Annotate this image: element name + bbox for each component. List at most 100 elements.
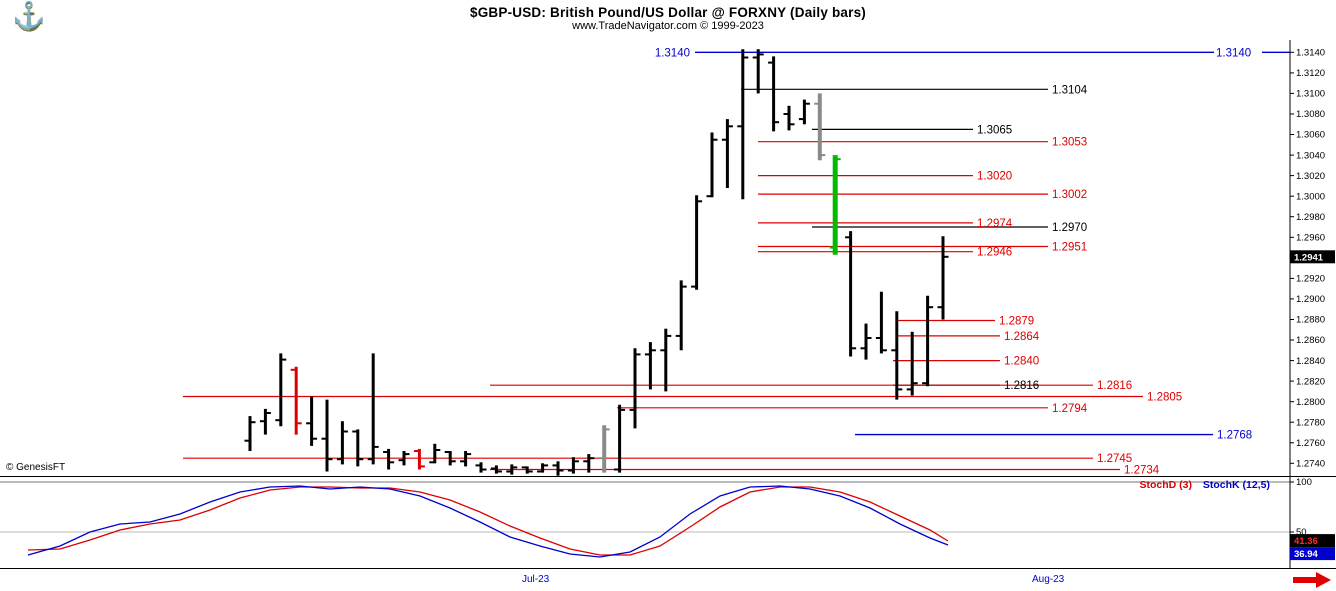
price-axis-label: 1.2800: [1296, 397, 1325, 408]
date-axis: Jul-23 Aug-23: [0, 568, 1336, 590]
level-label: 1.2768: [1217, 430, 1252, 442]
price-axis-label: 1.2960: [1296, 233, 1325, 244]
scroll-right-arrow-icon[interactable]: [1292, 572, 1332, 588]
genesis-anchor-logo-icon: ⚓: [12, 1, 46, 31]
ohlc-bar: [860, 323, 872, 360]
stochastic-panel: StochD (3) StochK (12,5) 100 50 41.36 36.94: [0, 476, 1336, 568]
price-axis-label: 1.3140: [1296, 48, 1325, 59]
ohlc-bar: [490, 465, 502, 474]
price-axis-label: 1.2860: [1296, 335, 1325, 346]
ohlc-bar: [644, 342, 656, 390]
ohlc-bar: [259, 408, 271, 435]
level-label: 1.2805: [1147, 392, 1182, 404]
level-label: 1.2946: [977, 247, 1012, 259]
ohlc-bar: [398, 451, 410, 466]
chart-subtitle: www.TradeNavigator.com © 1999-2023: [572, 20, 764, 32]
ohlc-bar: [290, 366, 302, 435]
price-axis-label: 1.3100: [1296, 89, 1325, 100]
price-axis-label: 1.2780: [1296, 417, 1325, 428]
ohlc-bar: [321, 399, 333, 472]
ohlc-bar: [336, 421, 348, 465]
ohlc-bar: [721, 119, 733, 188]
ohlc-bar: [429, 443, 441, 464]
stoch-axis-label: 50: [1296, 527, 1307, 538]
price-axis-label: 1.3020: [1296, 171, 1325, 182]
ohlc-bar: [475, 462, 487, 473]
ohlc-bar: [706, 132, 718, 198]
ohlc-bar: [352, 429, 364, 467]
ohlc-bar: [752, 49, 764, 94]
price-axis-label: 1.2840: [1296, 356, 1325, 367]
stoch-axis-label: 100: [1296, 477, 1312, 488]
price-axis-label: 1.3000: [1296, 191, 1325, 202]
stoch-line-stochd: [27, 486, 949, 556]
price-axis-label: 1.2760: [1296, 438, 1325, 449]
ohlc-bar: [614, 404, 626, 473]
level-label: 1.2816: [1004, 380, 1039, 392]
ohlc-bar: [521, 466, 533, 474]
ohlc-bar: [583, 454, 595, 473]
stoch-legend-stochk: StochK (12,5): [1203, 479, 1270, 491]
ohlc-bar: [275, 353, 287, 427]
price-chart-canvas[interactable]: 1.3140 1.3140 1.3104 1.3065 1.3053 1.3020 1.30…: [0, 40, 1336, 476]
date-label-jul: Jul-23: [522, 574, 550, 585]
price-axis-label: 1.2920: [1296, 274, 1325, 285]
ohlc-bar: [937, 236, 949, 320]
price-chart-panel: 1.3140 1.3140 1.3104 1.3065 1.3053 1.3020 1.30…: [0, 40, 1336, 476]
price-axis-label: 1.3060: [1296, 130, 1325, 141]
stoch-line-stochk: [27, 485, 949, 558]
level-label: 1.2974: [977, 218, 1013, 230]
ohlc-bar: [537, 463, 549, 473]
ohlc-bar: [567, 457, 579, 474]
ohlc-bar: [552, 461, 564, 476]
ohlc-bar: [737, 49, 749, 200]
ohlc-bar: [814, 93, 826, 161]
last-price-value: 1.2941: [1294, 252, 1324, 263]
stoch-legend-stochd: StochD (3): [1140, 479, 1193, 491]
ohlc-bar: [768, 56, 780, 132]
ohlc-bar: [922, 295, 934, 387]
ohlc-bar: [845, 231, 857, 357]
level-label: 1.3065: [977, 124, 1012, 136]
stoch-value-text: 41.36: [1294, 536, 1318, 547]
chart-title: $GBP-USD: British Pound/US Dollar @ FORX…: [470, 5, 866, 20]
genesisft-watermark: © GenesisFT: [6, 462, 66, 473]
ohlc-bar: [383, 448, 395, 470]
level-label-bg: [1214, 45, 1262, 59]
level-label: 1.2794: [1052, 403, 1088, 415]
level-label: 1.2951: [1052, 242, 1087, 254]
ohlc-bar: [629, 348, 641, 429]
price-axis-label: 1.2880: [1296, 315, 1325, 326]
ohlc-bar: [798, 99, 810, 125]
level-label: 1.3140: [655, 47, 690, 59]
price-axis-label: 1.3120: [1296, 68, 1325, 79]
ohlc-bar: [367, 353, 379, 465]
level-label: 1.3020: [977, 171, 1012, 183]
price-axis-label: 1.3080: [1296, 109, 1325, 120]
level-label: 1.3104: [1052, 84, 1088, 96]
chart-header: ⚓ $GBP-USD: British Pound/US Dollar @ FO…: [0, 0, 1336, 40]
level-label: 1.3002: [1052, 189, 1087, 201]
price-axis-label: 1.2980: [1296, 212, 1325, 223]
ohlc-bar: [244, 416, 256, 451]
stoch-value-badge: [1290, 534, 1335, 548]
level-label: 1.2816: [1097, 380, 1132, 392]
ohlc-bar: [829, 155, 841, 255]
price-axis-label: 1.2900: [1296, 294, 1325, 305]
ohlc-bar: [413, 448, 425, 470]
level-label: 1.2745: [1097, 453, 1132, 465]
date-label-aug: Aug-23: [1032, 574, 1065, 585]
ohlc-bar: [906, 331, 918, 396]
ohlc-bar: [598, 425, 610, 473]
ohlc-bar: [306, 396, 318, 446]
stoch-value-text: 36.94: [1294, 549, 1318, 560]
level-label: 1.3053: [1052, 137, 1087, 149]
level-label: 1.2879: [999, 316, 1034, 328]
price-axis-label: 1.3040: [1296, 150, 1325, 161]
level-label: 1.2840: [1004, 356, 1039, 368]
ohlc-bar: [675, 280, 687, 351]
stoch-value-badge: [1290, 547, 1335, 561]
ohlc-bar: [660, 328, 672, 392]
